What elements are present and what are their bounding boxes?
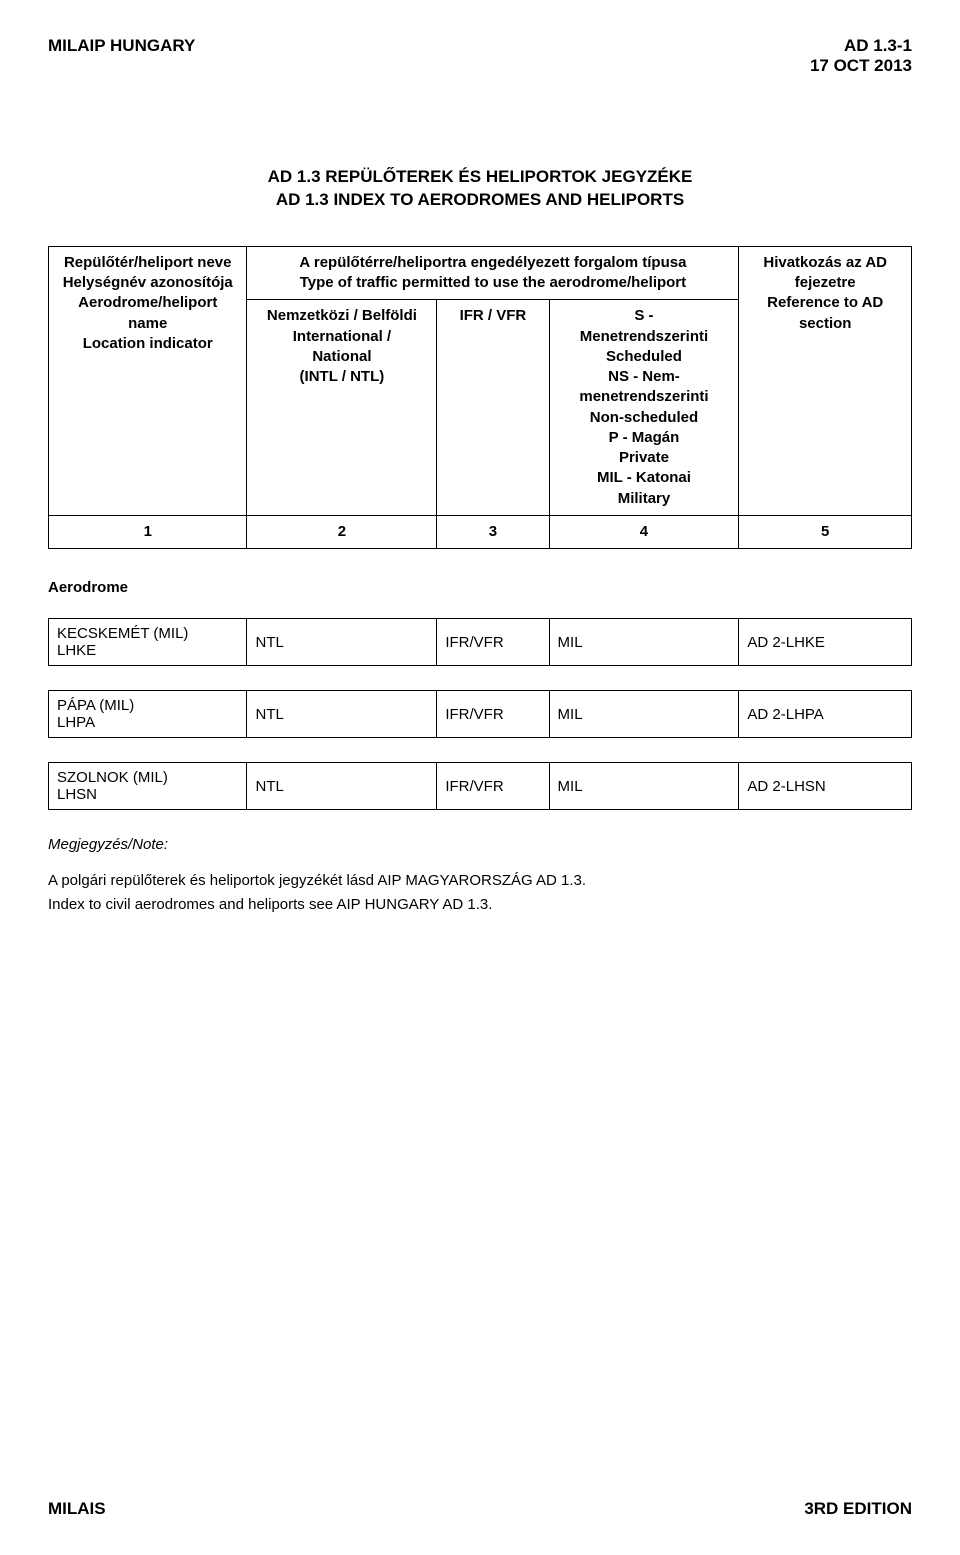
aerodrome-row-kecskemet: KECSKEMÉT (MIL) LHKE NTL IFR/VFR MIL AD … [48, 618, 912, 666]
col-number-5: 5 [739, 515, 912, 548]
col-header-ifr-vfr: IFR / VFR [437, 300, 549, 516]
section-label-aerodrome: Aerodrome [48, 579, 912, 596]
note-english: Index to civil aerodromes and heliports … [48, 894, 912, 916]
note-title: Megjegyzés/Note: [48, 834, 912, 856]
traffic-type-value: MIL [549, 763, 739, 810]
ifr-vfr-value: IFR/VFR [437, 763, 549, 810]
col-header-traffic-type: A repülőtérre/heliportra engedélyezett f… [247, 246, 739, 300]
col-header-intl-ntl: Nemzetközi / BelföldiInternational /Nati… [247, 300, 437, 516]
note-block: Megjegyzés/Note: A polgári repülőterek é… [48, 834, 912, 915]
table-row: 1 2 3 4 5 [49, 515, 912, 548]
table-row: SZOLNOK (MIL) LHSN NTL IFR/VFR MIL AD 2-… [49, 763, 912, 810]
header-date: 17 OCT 2013 [810, 56, 912, 76]
header-left: MILAIP HUNGARY [48, 36, 195, 56]
col-header-reference: Hivatkozás az ADfejezetreReference to AD… [739, 246, 912, 515]
footer-right: 3RD EDITION [804, 1499, 912, 1519]
ifr-vfr-value: IFR/VFR [437, 691, 549, 738]
col-number-2: 2 [247, 515, 437, 548]
traffic-type-value: MIL [549, 691, 739, 738]
intl-ntl-value: NTL [247, 619, 437, 666]
header-table: Repülőtér/heliport neveHelységnév azonos… [48, 246, 912, 549]
ifr-vfr-value: IFR/VFR [437, 619, 549, 666]
header-right: AD 1.3-1 17 OCT 2013 [810, 36, 912, 76]
page-footer: MILAIS 3RD EDITION [48, 1499, 912, 1519]
location-indicator: LHPA [57, 714, 238, 731]
footer-left: MILAIS [48, 1499, 106, 1519]
col-header-name: Repülőtér/heliport neveHelységnév azonos… [49, 246, 247, 515]
page-header: MILAIP HUNGARY AD 1.3-1 17 OCT 2013 [48, 36, 912, 76]
aerodrome-row-szolnok: SZOLNOK (MIL) LHSN NTL IFR/VFR MIL AD 2-… [48, 762, 912, 810]
col-number-1: 1 [49, 515, 247, 548]
document-title: AD 1.3 REPÜLŐTEREK ÉS HELIPORTOK JEGYZÉK… [48, 166, 912, 212]
table-row: Repülőtér/heliport neveHelységnév azonos… [49, 246, 912, 300]
title-line-2: AD 1.3 INDEX TO AERODROMES AND HELIPORTS [48, 189, 912, 212]
traffic-type-value: MIL [549, 619, 739, 666]
col-number-4: 4 [549, 515, 739, 548]
table-row: PÁPA (MIL) LHPA NTL IFR/VFR MIL AD 2-LHP… [49, 691, 912, 738]
location-indicator: LHSN [57, 786, 238, 803]
table-row: KECSKEMÉT (MIL) LHKE NTL IFR/VFR MIL AD … [49, 619, 912, 666]
publication-name: MILAIP HUNGARY [48, 36, 195, 56]
ad-reference-value: AD 2-LHKE [739, 619, 912, 666]
aerodrome-name: KECSKEMÉT (MIL) [57, 625, 238, 642]
ad-reference-value: AD 2-LHSN [739, 763, 912, 810]
intl-ntl-value: NTL [247, 691, 437, 738]
location-indicator: LHKE [57, 642, 238, 659]
intl-ntl-value: NTL [247, 763, 437, 810]
ad-reference-value: AD 2-LHPA [739, 691, 912, 738]
col-number-3: 3 [437, 515, 549, 548]
header-reference: AD 1.3-1 [810, 36, 912, 56]
aerodrome-name: SZOLNOK (MIL) [57, 769, 238, 786]
aerodrome-row-papa: PÁPA (MIL) LHPA NTL IFR/VFR MIL AD 2-LHP… [48, 690, 912, 738]
aerodrome-name: PÁPA (MIL) [57, 697, 238, 714]
title-line-1: AD 1.3 REPÜLŐTEREK ÉS HELIPORTOK JEGYZÉK… [48, 166, 912, 189]
col-header-schedule-type: S -MenetrendszerintiScheduledNS - Nem-me… [549, 300, 739, 516]
note-hungarian: A polgári repülőterek és heliportok jegy… [48, 870, 912, 892]
